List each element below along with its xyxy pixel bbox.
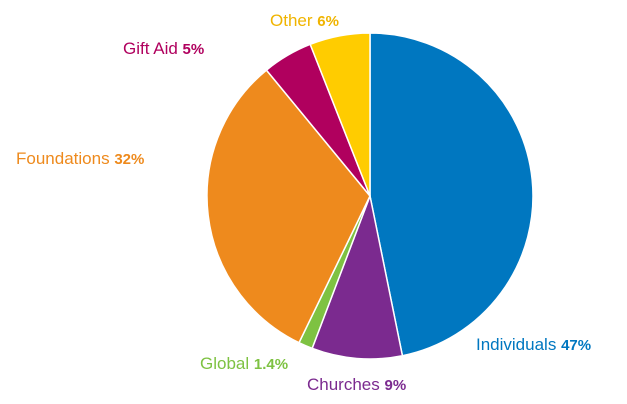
- pie-slice-churches: [311, 193, 404, 360]
- label-churches: Churches 9%: [307, 376, 406, 393]
- label-other-name: Other: [270, 11, 313, 30]
- label-foundations: Foundations 32%: [16, 150, 144, 167]
- label-global-pct: 1.4%: [253, 356, 289, 373]
- label-global-name: Global: [200, 354, 250, 373]
- label-individuals-pct: 47%: [561, 337, 592, 354]
- label-giftaid-name: Gift Aid: [123, 39, 178, 58]
- label-individuals-name: Individuals: [476, 335, 557, 354]
- label-foundations-name: Foundations: [16, 149, 110, 168]
- label-churches-pct: 9%: [384, 377, 407, 394]
- label-other-pct: 6%: [317, 13, 339, 30]
- label-global: Global 1.4%: [200, 355, 288, 372]
- label-giftaid-pct: 5%: [182, 41, 205, 58]
- pie-slice-individuals: [369, 32, 534, 357]
- pie-slice-foundations: [206, 69, 371, 344]
- label-churches-name: Churches: [307, 375, 380, 394]
- label-other: Other 6%: [270, 12, 339, 29]
- label-individuals: Individuals 47%: [476, 336, 591, 353]
- label-giftaid: Gift Aid 5%: [123, 40, 204, 57]
- pie-slice-other: [309, 32, 371, 197]
- label-foundations-pct: 32%: [114, 151, 145, 168]
